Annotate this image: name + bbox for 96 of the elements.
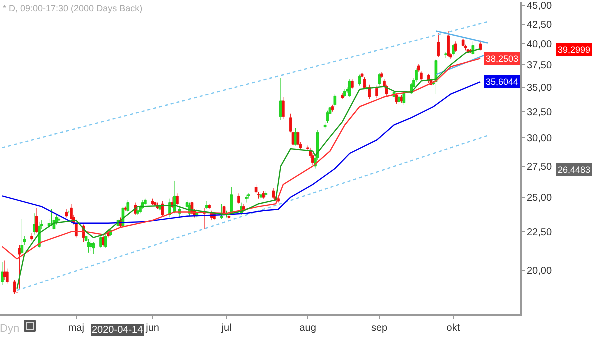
text: Dyn	[0, 323, 20, 335]
candlestick	[220, 204, 224, 220]
candlestick	[13, 280, 16, 294]
line-series	[2, 58, 482, 260]
candlestick	[402, 91, 406, 106]
candlestick	[282, 96, 285, 120]
candlestick	[50, 209, 54, 226]
candlestick	[462, 37, 465, 48]
candlestick	[144, 198, 147, 206]
candlestick	[444, 52, 448, 58]
candlestick	[254, 184, 258, 194]
candlestick	[208, 204, 211, 210]
y-tick-label: 42,50	[527, 20, 552, 31]
candlestick	[454, 41, 458, 53]
y-tick-label: 30,00	[527, 134, 552, 144]
candlestick	[400, 94, 404, 104]
text: 2020-04-14	[92, 325, 144, 336]
candlestick	[479, 40, 482, 51]
y-tick-label: 37,50	[527, 60, 552, 72]
candlestick	[154, 200, 157, 208]
line-series	[2, 81, 482, 224]
data-label: 38,2503	[486, 54, 519, 64]
candlestick	[58, 216, 61, 224]
line-series	[16, 48, 482, 290]
candlestick	[136, 208, 140, 216]
candlestick	[20, 218, 24, 255]
candlestick	[341, 93, 344, 100]
candlestick	[126, 200, 130, 212]
candlestick	[102, 234, 105, 248]
candlestick	[161, 201, 164, 217]
candlestick	[151, 198, 154, 206]
candlestick	[376, 86, 378, 98]
candlestick	[334, 94, 337, 108]
chart-title: * D, 09:00-17:30 (2000 Days Back)	[3, 3, 143, 14]
candlestick	[30, 233, 34, 242]
y-tick-label: 45,00	[527, 1, 552, 12]
candlestick	[4, 260, 6, 281]
candlestick	[351, 79, 354, 90]
y-tick-label: 35,00	[527, 83, 552, 94]
candlestick	[68, 210, 70, 214]
candlestick	[363, 77, 366, 89]
candlestick	[447, 31, 450, 58]
candlestick	[100, 234, 102, 249]
y-tick-label: 20,00	[527, 266, 552, 277]
candlestick	[230, 187, 234, 216]
candlestick	[378, 72, 381, 86]
candlestick	[331, 104, 334, 112]
candlestick	[360, 71, 364, 79]
x-tick-label: maj	[68, 323, 84, 334]
data-label: 35,6044	[486, 77, 519, 87]
candlestick	[272, 188, 275, 200]
candlestick	[452, 44, 455, 56]
candlestick	[176, 193, 179, 206]
candlestick	[348, 79, 352, 98]
candlestick	[174, 180, 176, 214]
candlestick	[398, 94, 401, 106]
y-tick-label: 22,50	[527, 227, 552, 238]
candlestick	[324, 122, 327, 130]
candlestick	[344, 89, 346, 98]
text: 26,4483	[558, 165, 591, 175]
candlestick	[65, 209, 68, 218]
candlestick	[206, 201, 208, 210]
x-tick-label: jul	[220, 323, 232, 334]
candlestick	[124, 206, 128, 212]
y-tick-label: 40,00	[527, 40, 552, 51]
candlestick	[296, 131, 300, 146]
candlestick	[294, 128, 298, 146]
candlestick	[437, 33, 440, 58]
candlestick	[358, 74, 362, 86]
candlestick	[92, 242, 96, 255]
candlestick	[70, 204, 73, 221]
candlestick	[1, 262, 4, 286]
candlestick	[104, 233, 108, 249]
candlestick	[257, 192, 260, 200]
y-tick-label: 25,00	[527, 193, 552, 204]
candlestick	[247, 193, 250, 200]
candlestick	[380, 72, 384, 79]
x-tick-label: sep	[371, 323, 388, 334]
candlestick	[280, 78, 282, 120]
text: 39,2999	[558, 45, 591, 55]
candlestick	[18, 245, 22, 290]
x-tick-label: jun	[145, 323, 160, 334]
candlestick	[260, 192, 263, 200]
candlestick	[264, 190, 268, 198]
candlestick	[36, 208, 38, 234]
candlestick	[262, 190, 266, 200]
x-tick-label: aug	[300, 323, 316, 334]
candlestick	[238, 193, 240, 204]
candlestick	[90, 240, 93, 252]
candlestick	[87, 239, 90, 254]
candlestick	[33, 213, 36, 236]
candlestick	[228, 212, 231, 220]
candlestick	[245, 194, 248, 204]
x-tick-label: okt	[446, 323, 460, 334]
y-tick-label: 32,50	[527, 107, 552, 118]
y-tick-label: 27,50	[527, 162, 552, 173]
